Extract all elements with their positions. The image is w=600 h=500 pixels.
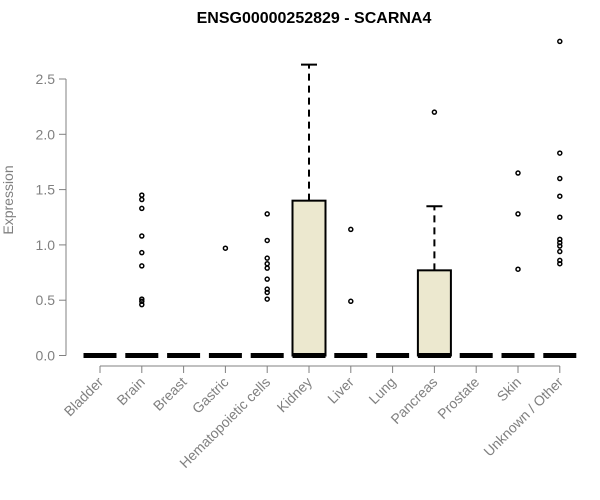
outlier-point [264,296,270,302]
outlier-point [264,237,270,244]
box-group [416,109,452,358]
x-tick-label: Breast [150,374,190,414]
outlier-point [557,236,563,243]
y-tick-label: 2.5 [36,71,56,87]
outlier-point [139,296,145,302]
outlier-point [139,196,145,203]
outlier-point [139,205,145,212]
outlier-point [515,211,521,217]
box-body [416,269,452,357]
y-tick-label: 2.0 [36,126,56,142]
y-axis: 0.0 0.5 1.0 1.5 2.0 2.5 [36,71,67,364]
y-tick-label: 1.0 [36,237,56,253]
y-axis-label: Expression [0,165,16,234]
x-tick-label: Brain [113,374,147,408]
x-tick-label: Kidney [274,374,316,416]
outlier-point [557,150,563,156]
box-group [250,211,284,358]
outlier-point [139,298,145,305]
outlier-point [557,257,563,264]
outlier-point [557,248,563,255]
box-group [125,192,159,358]
x-tick-label: Prostate [434,374,482,422]
outlier-point [264,276,270,282]
outlier-point [557,38,563,45]
x-tick-label: Skin [494,374,525,405]
outlier-point [139,249,145,256]
outlier-point [515,266,521,272]
x-tick-label: Liver [324,374,357,407]
box-group [334,226,368,358]
x-tick-label: Unknown / Other [480,374,566,460]
outlier-point [557,175,563,182]
x-tick-label: Lung [365,374,398,407]
box-body [291,199,327,357]
x-tick-label: Bladder [61,374,107,420]
y-tick-label: 1.5 [36,182,56,198]
outlier-point [264,260,270,267]
box-group [291,63,327,358]
y-tick-label: 0.0 [36,348,56,364]
box-group [501,170,535,358]
outlier-point [264,255,270,261]
outlier-point [139,192,145,198]
outlier-point [557,214,563,220]
box-series [83,38,577,358]
outlier-point [264,286,270,292]
outlier-point [139,233,145,239]
outlier-point [222,245,229,251]
outlier-point [557,193,563,199]
outlier-point [348,226,354,233]
y-tick-label: 0.5 [36,292,56,308]
box-group [208,245,242,358]
box-group [543,38,577,358]
outlier-point [431,109,438,115]
outlier-point [515,170,521,176]
chart-title: ENSG00000252829 - SCARNA4 [197,10,432,27]
outlier-point [264,211,270,217]
outlier-point [348,298,354,305]
outlier-point [264,265,270,271]
outlier-point [139,263,145,269]
